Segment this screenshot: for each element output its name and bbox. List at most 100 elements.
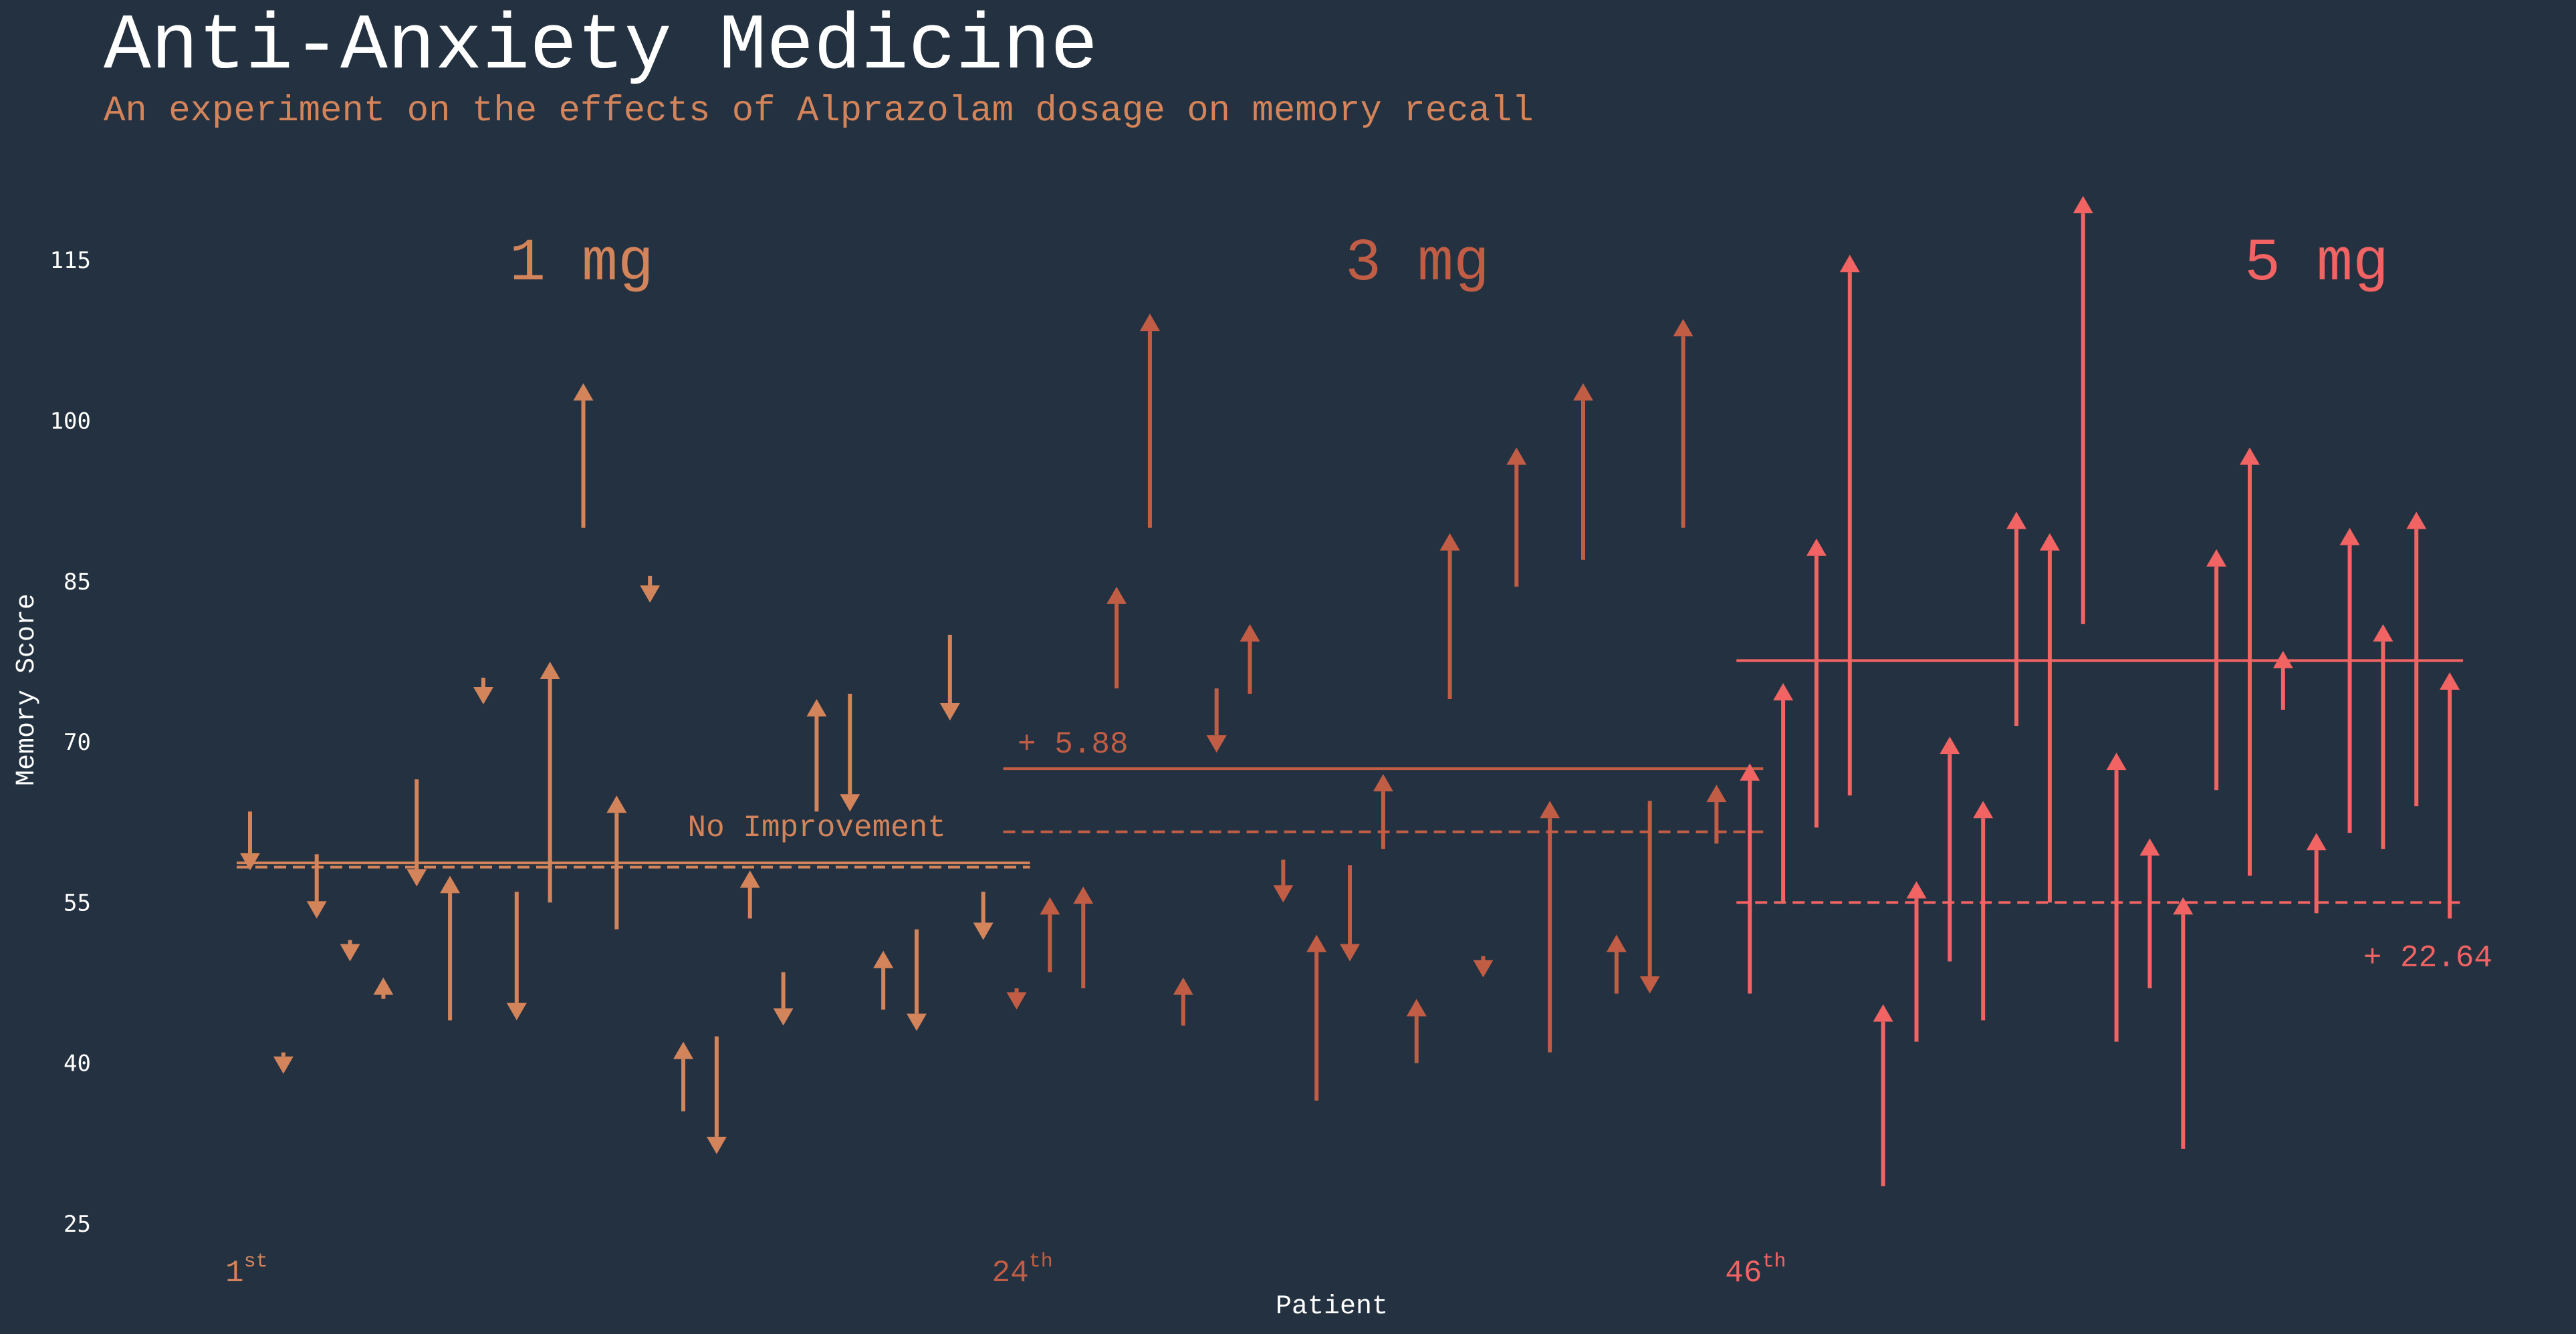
arrow [1940, 737, 1960, 962]
arrow [2272, 650, 2293, 710]
arrow-head [907, 1013, 927, 1031]
arrow [1206, 688, 1227, 753]
arrow-head [440, 876, 461, 894]
arrow [1706, 785, 1727, 844]
arrow-head [1540, 801, 1560, 819]
arrow [1406, 998, 1427, 1063]
arrow [1506, 447, 1527, 587]
x-tick-label: 1st [225, 1250, 268, 1291]
arrow [673, 1041, 694, 1111]
arrow-head [1206, 735, 1227, 753]
y-tick-label: 25 [64, 1211, 91, 1238]
dose-group-3: 5 mg + 22.64 [1736, 196, 2492, 1186]
arrow [2173, 897, 2194, 1149]
arrow-head [1240, 624, 1260, 642]
arrow-head [1040, 897, 1060, 915]
arrow-head [2139, 838, 2160, 856]
arrow-head [1106, 586, 1127, 604]
arrow-head [2173, 897, 2194, 915]
arrow-head [1773, 682, 1794, 700]
arrow [1873, 1004, 1893, 1186]
arrow [1340, 865, 1361, 962]
arrow-head [773, 1008, 794, 1026]
arrow [1906, 881, 1927, 1042]
arrow [1073, 886, 1094, 988]
arrow-head [1373, 774, 1393, 792]
arrow [1040, 897, 1060, 972]
arrow-head [739, 870, 760, 888]
arrow [1240, 624, 1260, 694]
arrow [2339, 527, 2360, 833]
arrow-head [1306, 934, 1327, 952]
arrow-head [2373, 624, 2393, 642]
arrow-head [1573, 383, 1593, 401]
arrow [373, 977, 394, 999]
arrow [1173, 977, 1193, 1026]
arrow-head [2440, 672, 2460, 690]
arrow-head [1673, 319, 1693, 337]
arrow [2039, 533, 2060, 903]
arrow-head [1940, 737, 1960, 755]
arrow [540, 661, 560, 903]
arrow-head [1873, 1004, 1893, 1022]
arrow-head [1006, 992, 1027, 1010]
arrow [939, 634, 960, 721]
arrow [1573, 383, 1593, 560]
y-axis-label: Memory Score [12, 593, 42, 786]
arrow [1773, 682, 1794, 903]
group-label: 3 mg [1345, 230, 1490, 298]
y-tick-label: 55 [64, 890, 91, 916]
y-tick-label: 70 [64, 729, 91, 756]
arrow [606, 795, 627, 930]
arrow-head [973, 922, 993, 940]
arrow [306, 854, 327, 919]
arrow [473, 677, 493, 705]
arrow-head [1506, 447, 1527, 465]
arrow-head [1073, 886, 1094, 904]
arrow-head [306, 901, 327, 919]
arrow [1639, 801, 1660, 994]
arrow-head [840, 794, 860, 812]
arrow [2440, 672, 2460, 919]
arrow [1540, 801, 1560, 1053]
arrow [773, 972, 794, 1026]
arrow [406, 779, 427, 887]
arrow [1839, 255, 1860, 796]
y-tick-label: 85 [64, 569, 91, 595]
arrow-head [1340, 944, 1361, 962]
arrow-head [1806, 538, 1827, 556]
group-label: 1 mg [509, 230, 654, 298]
dosage-groups: 1 mg No Improvement 3 mg + 5.88 5 mg + 22.64 [237, 196, 2492, 1186]
arrow [973, 892, 993, 940]
arrow-head [1740, 763, 1760, 781]
y-axis: 25 40 55 70 85 100 115 [50, 247, 91, 1238]
arrow [2306, 833, 2327, 914]
arrow [2373, 624, 2393, 849]
arrow [2006, 511, 2027, 726]
arrow-head [540, 661, 560, 679]
arrow-head [1406, 998, 1427, 1017]
arrow [1306, 934, 1327, 1101]
arrow [2106, 753, 2127, 1042]
arrow [240, 811, 260, 871]
y-tick-label: 40 [64, 1051, 91, 1077]
arrow-head [573, 383, 594, 401]
arrow [273, 1052, 294, 1074]
arrow-head [1173, 977, 1193, 995]
arrow-head [506, 1003, 527, 1021]
arrow [1473, 956, 1494, 978]
arrow [573, 383, 594, 528]
dose-group-2: 3 mg + 5.88 [1003, 230, 1764, 1101]
arrow-head [2106, 753, 2127, 771]
arrow-head [1606, 934, 1627, 952]
arrow [907, 929, 927, 1031]
arrow-head [2272, 650, 2293, 668]
arrow-head [2206, 549, 2227, 567]
x-tick-label: 24th [992, 1250, 1053, 1291]
arrow [2139, 838, 2160, 988]
x-axis: 1st 24th 46th [225, 1250, 1786, 1291]
arrow [2406, 511, 2427, 807]
arrow-head [2339, 527, 2360, 545]
arrow-head [2039, 533, 2060, 551]
